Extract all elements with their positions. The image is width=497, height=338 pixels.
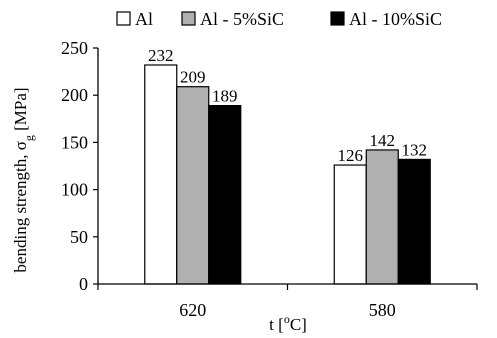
y-tick-label: 0 [79,274,88,294]
y-tick-label: 100 [61,180,88,200]
y-tick-label: 50 [70,227,88,247]
bar [365,149,399,285]
legend: Al Al - 5%SiC Al - 10%SiC [116,9,442,29]
bar [176,86,210,285]
legend-swatch [330,11,345,26]
legend-swatch [116,11,131,26]
legend-label: Al - 10%SiC [349,9,442,29]
data-label: 132 [402,140,428,159]
x-axis-title: t [oC] [269,312,307,334]
y-tick-label: 150 [61,132,88,152]
bars [144,64,431,285]
bar [208,104,242,285]
bar [144,64,178,285]
bar [397,158,431,285]
y-tick-label: 200 [61,85,88,105]
x-tick-label: 620 [179,300,206,320]
y-axis: 0 50 100 150 200 250 [61,38,99,294]
data-label: 209 [180,68,206,87]
x-tick-label: 580 [369,300,396,320]
y-axis-title: bending strength, σg [MPa] [11,87,36,272]
legend-swatch [181,11,196,26]
legend-label: Al - 5%SiC [200,9,284,29]
bar [333,164,367,285]
data-label: 232 [148,46,174,65]
data-label: 189 [212,87,238,106]
data-labels: 232 209 189 126 142 132 [148,46,427,165]
legend-label: Al [135,9,153,29]
data-label: 142 [370,131,396,150]
data-label: 126 [338,146,364,165]
x-axis: 620 580 [97,283,478,320]
y-tick-label: 250 [61,38,88,58]
